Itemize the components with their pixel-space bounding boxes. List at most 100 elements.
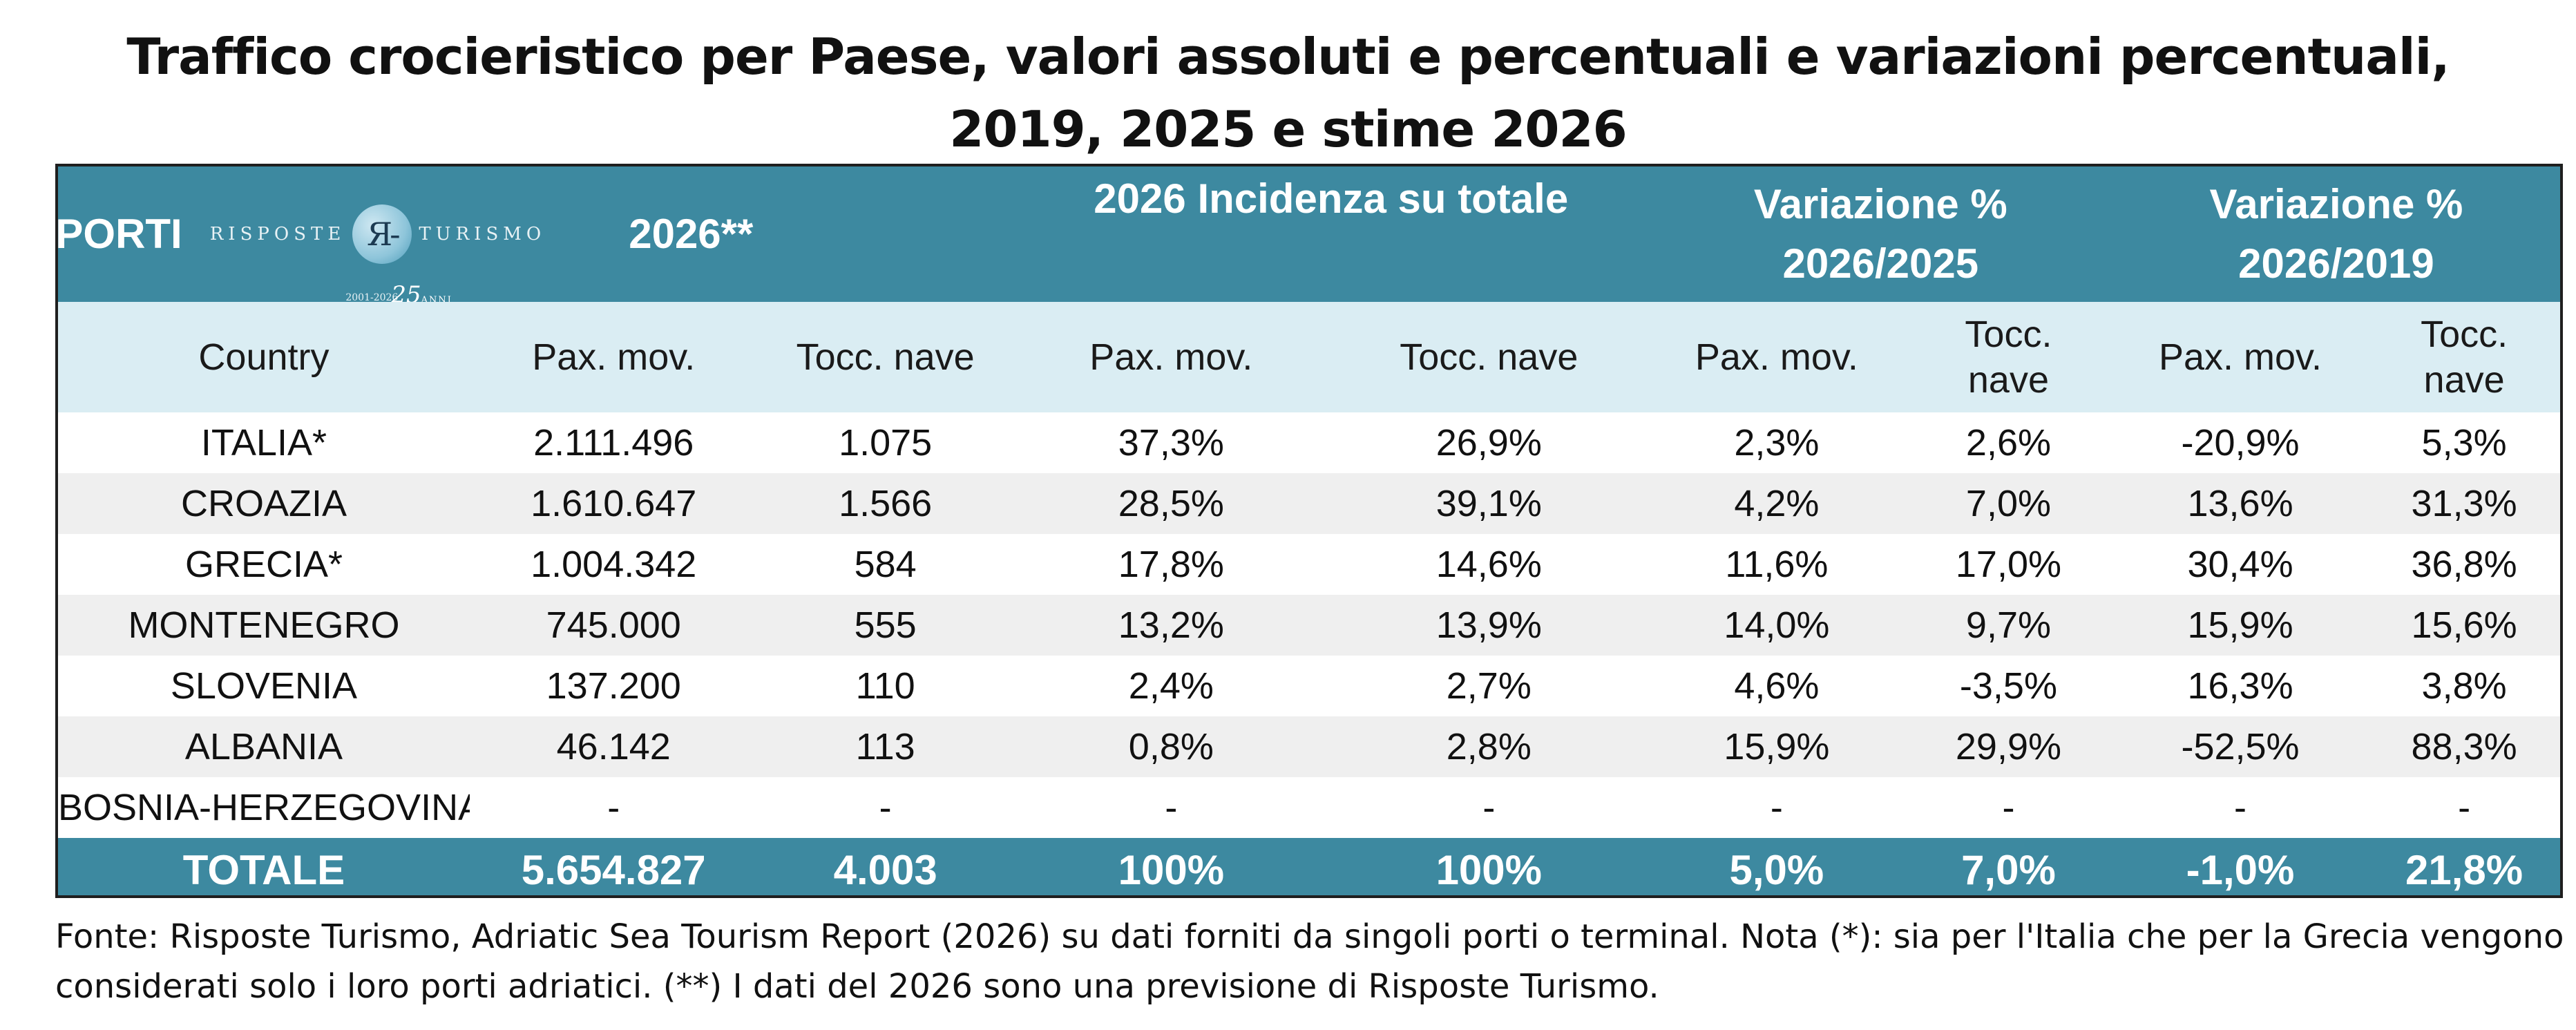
value-cell: 26,9% <box>1435 422 1542 464</box>
col-tocc-var-2025: Tocc. nave <box>1905 302 2112 412</box>
value-cell: 46.142 <box>469 716 758 777</box>
country-cell: ITALIA* <box>200 422 327 464</box>
country-cell: CROAZIA <box>58 473 470 534</box>
logo-years: 2001-2026 <box>345 292 399 302</box>
value-cell: 110 <box>855 665 915 707</box>
col-tocc-2026: Tocc. nave <box>757 302 1013 412</box>
value-cell: 16,3% <box>2187 665 2293 707</box>
value-cell: 30,4% <box>2187 544 2293 585</box>
value-cell: 9,7% <box>1905 595 2112 656</box>
table-row: MONTENEGRO 745.000 555 13,2% 13,9% 14,0% 9,7% 1… <box>58 595 2560 656</box>
logo-word-right: TURISMO <box>419 224 546 245</box>
header-porti-cell: PORTI RISPOSTE Я- 2001-2026 25ANNI TURIS… <box>58 166 1013 302</box>
value-cell: 11,6% <box>1725 544 1829 585</box>
logo-word-left: RISPOSTE <box>209 224 346 245</box>
header-year: 2026** <box>629 211 754 257</box>
source-note: Fonte: Risposte Turismo, Adriatic Sea To… <box>55 912 2564 1011</box>
data-table-frame: PORTI RISPOSTE Я- 2001-2026 25ANNI TURIS… <box>55 164 2563 898</box>
total-value-cell: 21,8% <box>2368 838 2560 895</box>
value-cell: 39,1% <box>1328 473 1649 534</box>
total-value-cell: 7,0% <box>1905 838 2112 895</box>
header-incidenza: 2026 Incidenza su totale <box>1013 166 1649 302</box>
total-label: TOTALE <box>58 838 470 895</box>
value-cell: 4,2% <box>1648 473 1905 534</box>
col-tocc-var-2019-b: nave <box>2423 359 2505 401</box>
header-row: PORTI RISPOSTE Я- 2001-2026 25ANNI TURIS… <box>58 166 2560 302</box>
value-cell: - <box>2458 787 2471 828</box>
logo-anni: ANNI <box>421 295 452 302</box>
value-cell: 2.111.496 <box>533 422 694 464</box>
var2-line2: 2026/2019 <box>2238 240 2434 287</box>
value-cell: 31,3% <box>2368 473 2560 534</box>
value-cell: 17,0% <box>1955 544 2062 585</box>
risposte-turismo-logo: RISPOSTE Я- 2001-2026 25ANNI TURISMO <box>209 204 546 302</box>
value-cell: - <box>2002 787 2015 828</box>
note-line-1: Fonte: Risposte Turismo, Adriatic Sea To… <box>55 917 2564 956</box>
total-row: TOTALE 5.654.827 4.003 100% 100% 5,0% 7,0% -1,0… <box>58 838 2560 895</box>
value-cell: 4,6% <box>1734 665 1820 707</box>
value-cell: 1.610.647 <box>469 473 758 534</box>
col-pax-incidenza: Pax. mov. <box>1013 302 1329 412</box>
value-cell: 745.000 <box>469 595 758 656</box>
var1-line2: 2026/2025 <box>1782 240 1979 287</box>
porti-logo-group: PORTI RISPOSTE Я- 2001-2026 25ANNI TURIS… <box>58 166 1013 302</box>
col-tocc-var-2025-b: nave <box>1967 359 2049 401</box>
value-cell: 37,3% <box>1118 422 1224 464</box>
title-line-2: 2019, 2025 e stime 2026 <box>949 100 1627 158</box>
total-value-cell: 100% <box>1328 838 1649 895</box>
value-cell: 5,3% <box>2421 422 2507 464</box>
subheader-row: Country Pax. mov. Tocc. nave Pax. mov. T… <box>58 302 2560 412</box>
value-cell: 36,8% <box>2411 544 2517 585</box>
value-cell: 2,4% <box>1128 665 1214 707</box>
value-cell: 29,9% <box>1905 716 2112 777</box>
porti-label: PORTI <box>58 211 182 257</box>
value-cell: 7,0% <box>1905 473 2112 534</box>
col-pax-var-2019: Pax. mov. <box>2112 302 2369 412</box>
total-value-cell: 4.003 <box>757 838 1013 895</box>
value-cell: 15,6% <box>2368 595 2560 656</box>
value-cell: 13,9% <box>1328 595 1649 656</box>
header-variazione-2026-2025: Variazione % 2026/2025 <box>1648 166 2112 302</box>
logo-25-number: 25 <box>391 281 421 302</box>
value-cell: 1.566 <box>757 473 1013 534</box>
data-table: PORTI RISPOSTE Я- 2001-2026 25ANNI TURIS… <box>58 166 2560 895</box>
page-title: Traffico crocieristico per Paese, valori… <box>0 21 2576 166</box>
value-cell: 2,8% <box>1328 716 1649 777</box>
country-cell: ALBANIA <box>58 716 470 777</box>
table-row: BOSNIA-HERZEGOVINA - - - - - - - - <box>58 777 2560 838</box>
note-line-2: considerati solo i loro porti adriatici.… <box>55 967 1659 1006</box>
table-row: SLOVENIA 137.200 110 2,4% 2,7% 4,6% -3,5% 16,3%… <box>58 656 2560 716</box>
col-tocc-var-2025-a: Tocc. <box>1965 314 2052 355</box>
value-cell: 2,6% <box>1965 422 2051 464</box>
logo-emblem: Я- 2001-2026 25ANNI <box>345 204 451 302</box>
table-row: CROAZIA 1.610.647 1.566 28,5% 39,1% 4,2% 7,0% 1… <box>58 473 2560 534</box>
value-cell: 14,6% <box>1435 544 1542 585</box>
value-cell: 0,8% <box>1013 716 1329 777</box>
col-tocc-var-2019: Tocc. nave <box>2368 302 2560 412</box>
table-row: GRECIA* 1.004.342 584 17,8% 14,6% 11,6% 17,0% 3… <box>58 534 2560 595</box>
var2-line1: Variazione % <box>2209 181 2463 227</box>
logo-monogram: Я- <box>366 216 401 253</box>
value-cell: 3,8% <box>2421 665 2507 707</box>
country-cell: MONTENEGRO <box>58 595 470 656</box>
value-cell: 88,3% <box>2368 716 2560 777</box>
value-cell: 1.004.342 <box>531 544 697 585</box>
value-cell: 14,0% <box>1648 595 1905 656</box>
col-pax-2026: Pax. mov. <box>469 302 758 412</box>
value-cell: 2,3% <box>1734 422 1820 464</box>
value-cell: 13,6% <box>2112 473 2369 534</box>
value-cell: 17,8% <box>1118 544 1224 585</box>
value-cell: -20,9% <box>2181 422 2300 464</box>
value-cell: 2,7% <box>1446 665 1532 707</box>
col-tocc-incidenza: Tocc. nave <box>1328 302 1649 412</box>
value-cell: 113 <box>757 716 1013 777</box>
value-cell: - <box>1482 787 1496 828</box>
value-cell: - <box>1165 787 1178 828</box>
total-value-cell: -1,0% <box>2112 838 2369 895</box>
value-cell: 15,9% <box>2112 595 2369 656</box>
total-value-cell: 5,0% <box>1648 838 1905 895</box>
var1-line1: Variazione % <box>1753 181 2007 227</box>
col-country: Country <box>58 302 470 412</box>
header-variazione-2026-2019: Variazione % 2026/2019 <box>2112 166 2560 302</box>
value-cell: - <box>879 787 892 828</box>
